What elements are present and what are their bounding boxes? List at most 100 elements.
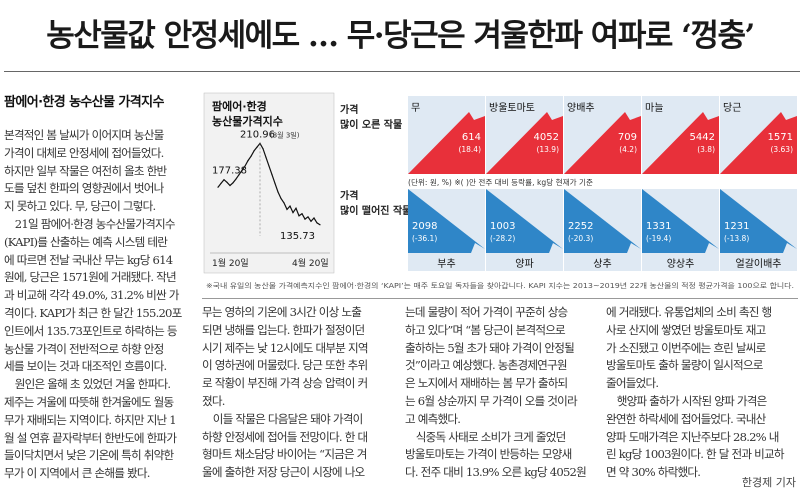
- article-line: 격이다. KAPI가 최근 한 달간 155.20포: [4, 305, 182, 320]
- crop-name: 부추: [437, 258, 455, 270]
- article-column-3: 는데 물량이 적어 가격이 꾸준히 상승 하고 있다”며 “봄 당근이 본격적으로…: [405, 304, 600, 482]
- article-line: 과 비교해 각각 49.0%, 31.2% 비싼 가: [4, 288, 179, 303]
- crop-change: (18.4): [458, 145, 481, 154]
- headline: 농산물값 안정세에도 … 무·당근은 겨울한파 여파로 ‘껑충’: [46, 18, 755, 54]
- crop-name: 마늘: [645, 102, 663, 114]
- index-point: [268, 165, 270, 167]
- unit-note: (단위: 원, %) ※( )안 전주 대비 등락률, kg당 현재가 기준: [408, 177, 593, 187]
- crop-change: (3.8): [697, 145, 715, 154]
- index-point: [229, 184, 231, 187]
- fall-arrow: [408, 189, 485, 253]
- index-point: [253, 150, 255, 152]
- article-line: 이들 작물은 다음달은 돼야 가격이: [202, 411, 363, 426]
- rise-arrow: [642, 112, 719, 174]
- article-line: 원인은 올해 초 있었던 겨울 한파다.: [4, 377, 171, 392]
- crop-name: 방울토마토: [489, 102, 535, 114]
- crop-price: 1331: [646, 221, 671, 232]
- article-line: 줄어들었다.: [606, 376, 659, 391]
- index-point: [238, 174, 240, 176]
- article-line: 되면 냉해를 입는다. 한파가 절정이던: [202, 322, 365, 337]
- fall-label-line-1: 가격: [340, 189, 358, 202]
- article-line: 가격이 대체로 안정세에 접어들었다.: [4, 145, 164, 160]
- index-point: [250, 155, 252, 157]
- crop-price: 1231: [724, 221, 749, 232]
- crop-name: 얼갈이배추: [736, 257, 782, 270]
- article-line: 은 노지에서 재배하는 봄 무가 출하되: [405, 376, 568, 391]
- article-line: 들이닥치면서 낮은 기온에 특히 취약한: [4, 448, 174, 463]
- crop-name: 양파: [515, 258, 533, 270]
- fall-arrow: [720, 189, 797, 253]
- peak-date-label: (3월 3일): [270, 130, 300, 139]
- article-line: 원에, 당근은 1571원에 거래됐다. 작년: [4, 270, 177, 285]
- article-line: 울에 출하한 저장 당근이 시장에 나오: [202, 465, 365, 480]
- article-line: 는 6월 상순까지 무 가격이 오를 것이라: [405, 393, 578, 408]
- crop-price: 614: [462, 132, 481, 143]
- rise-arrow: [486, 112, 563, 174]
- index-point: [283, 202, 285, 204]
- index-title-line-2: 농산물가격지수: [212, 114, 283, 128]
- crop-price: 1571: [768, 132, 793, 143]
- index-point: [277, 191, 279, 193]
- rise-arrow: [408, 112, 485, 174]
- article-line: 로 작황이 부진해 가격 상승 압력이 커: [202, 376, 368, 391]
- crop-price: 5442: [690, 132, 715, 143]
- article-line: 세를 보이는 것과 대조적인 흐름이다.: [4, 359, 167, 374]
- fall-arrow: [642, 189, 719, 253]
- article-line: 에 따르면 전날 국내산 무는 kg당 614: [4, 252, 173, 267]
- article-line: 린 kg당 1003원이다. 한 달 전과 비교하: [606, 447, 785, 462]
- section-subhead: 팜에어·한경 농수산물 가격지수: [4, 95, 164, 110]
- article-line: 이 영하권에 머물렀다. 당근 또한 추위: [202, 358, 368, 373]
- index-title-line-1: 팜에어·한경: [212, 99, 267, 113]
- article-line: 고 예측했다.: [405, 411, 461, 426]
- article-line: (KAPI)를 산출하는 예측 시스템 테란: [4, 234, 168, 249]
- index-point: [265, 156, 267, 158]
- index-point: [304, 218, 306, 220]
- crop-price: 2098: [412, 221, 437, 232]
- index-point: [316, 222, 318, 224]
- crop-change: (-13.8): [724, 234, 749, 243]
- article-line: 에 거래됐다. 유통업체의 소비 촉진 행: [606, 305, 772, 319]
- index-chart-box: [203, 92, 335, 274]
- article-line: 하고 있다”며 “봄 당근이 본격적으로: [405, 322, 566, 337]
- crop-name: 무: [411, 103, 420, 114]
- index-point: [235, 178, 237, 180]
- crop-price: 2252: [568, 221, 593, 232]
- crop-price: 709: [618, 132, 637, 143]
- article-line: 본격적인 봄 날씨가 이어지며 농산물: [4, 128, 164, 142]
- headline-rule: [4, 71, 800, 72]
- article-line: 가 소진됐고 이번주에는 흐린 날씨로: [606, 340, 766, 355]
- article-line: 방울토마토 출하 물량이 일시적으로: [606, 358, 763, 373]
- article-line: 사로 산지에 쌓였던 방울토마토 재고: [606, 322, 766, 337]
- crop-change: (4.2): [619, 145, 637, 154]
- crop-price: 1003: [490, 221, 515, 232]
- index-point: [286, 208, 288, 210]
- index-point: [313, 217, 315, 219]
- fall-arrow: [486, 189, 563, 253]
- index-point: [298, 215, 300, 217]
- article-line: 21일 팜에어·한경 농수산물가격지수: [4, 216, 176, 231]
- crop-change: (3.63): [770, 145, 793, 154]
- article-line: 완연한 하락세에 접어들었다. 국내산: [606, 411, 766, 426]
- article-line: 졌다.: [202, 393, 225, 408]
- crop-change: (-20.3): [568, 234, 593, 243]
- article-line: 월 설 연휴 끝자락부터 한반도에 한파가: [4, 430, 177, 445]
- crop-change: (-28.2): [490, 234, 515, 243]
- index-point: [292, 212, 294, 214]
- index-point: [319, 224, 321, 226]
- article-line: 다. 전주 대비 13.9% 오른 kg당 4052원: [405, 465, 587, 480]
- crop-name: 양상추: [667, 258, 695, 270]
- index-point: [223, 179, 225, 181]
- graphic-footnote: ※국내 유일의 농산물 가격예측지수인 팜에어·한경의 ‘KAPI’는 매주 토…: [206, 281, 794, 290]
- index-point: [307, 216, 309, 218]
- article-line: 방울토마토는 가격이 반등하는 모양새: [405, 447, 572, 462]
- index-point: [295, 207, 297, 209]
- index-point: [244, 165, 246, 167]
- index-point: [274, 182, 276, 184]
- article-line: 식중독 사태로 소비가 크게 줄었던: [405, 429, 566, 444]
- crop-price-tiles: 무 614 (18.4) 방울토마토 4052 (13.9) 양배추 709 (4.2) 마늘 54…: [408, 96, 797, 271]
- crop-name: 당근: [723, 102, 741, 114]
- x-start-label: 1월 20일: [212, 257, 249, 269]
- crop-change: (-19.4): [646, 234, 671, 243]
- article-column-2: 무는 영하의 기온에 3시간 이상 노출 되면 냉해를 입는다. 한파가 절정이던…: [202, 304, 397, 482]
- price-index-graphic: 팜에어·한경 농산물가격지수 177.38 210.96 (3월 3일) 135.73…: [202, 91, 798, 299]
